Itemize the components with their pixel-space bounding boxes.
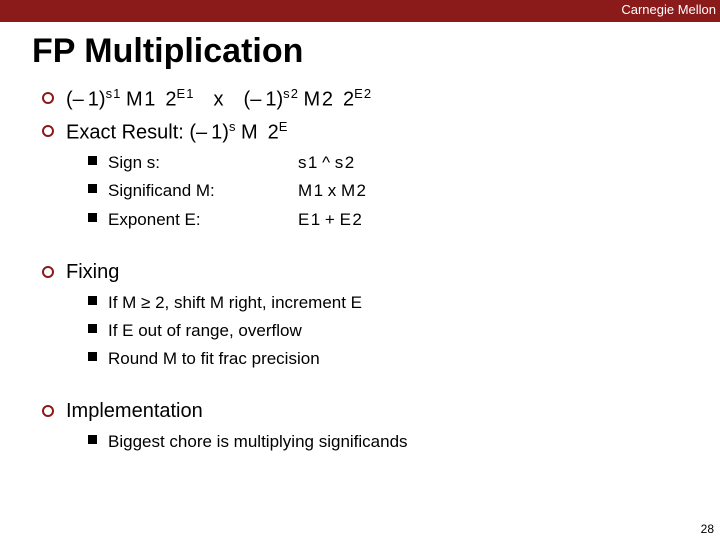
exact-sublist: Sign s: s 1 ^ s 2 Significand M: M 1 x M… (88, 152, 700, 230)
t: s 1 (106, 86, 121, 101)
t: (– 1) (66, 89, 106, 111)
t: E (279, 119, 288, 134)
t: M 1 (120, 89, 165, 111)
t: x (194, 89, 244, 111)
exact-result-line: Exact Result: (– 1)s M 2E (42, 118, 700, 147)
top-bar: Carnegie Mellon (0, 0, 720, 22)
significand-row: Significand M: M 1 x M 2 (88, 180, 700, 202)
significand-label: Significand M: (108, 180, 298, 202)
fixing-sublist: If M ≥ 2, shift M right, increment E If … (88, 292, 700, 370)
t: E 2 (354, 86, 371, 101)
t: M (235, 121, 267, 143)
implementation-sublist: Biggest chore is multiplying significand… (88, 431, 700, 453)
page-number: 28 (701, 522, 714, 536)
brand-text: Carnegie Mellon (621, 2, 716, 17)
fixing-b2: If E out of range, overflow (88, 320, 700, 342)
t: s 2 (283, 86, 298, 101)
slide-title: FP Multiplication (32, 32, 720, 71)
t: E 1 (177, 86, 194, 101)
exponent-row: Exponent E: E 1 + E 2 (88, 209, 700, 231)
t: Exact Result: (– 1) (66, 121, 229, 143)
fixing-title: Fixing (42, 259, 700, 286)
exponent-label: Exponent E: (108, 209, 298, 231)
t: (– 1) (244, 89, 284, 111)
formula-line: (– 1)s 1 M 1 2E 1 x (– 1)s 2 M 2 2E 2 (42, 85, 700, 114)
impl-b1: Biggest chore is multiplying significand… (88, 431, 700, 453)
fixing-b3: Round M to fit frac precision (88, 348, 700, 370)
sign-value: s 1 ^ s 2 (298, 152, 354, 174)
content-area: (– 1)s 1 M 1 2E 1 x (– 1)s 2 M 2 2E 2 Ex… (42, 85, 700, 453)
sign-row: Sign s: s 1 ^ s 2 (88, 152, 700, 174)
t: 2 (268, 121, 279, 143)
fixing-b1: If M ≥ 2, shift M right, increment E (88, 292, 700, 314)
implementation-title: Implementation (42, 398, 700, 425)
t: 2 (165, 89, 176, 111)
exponent-value: E 1 + E 2 (298, 209, 362, 231)
significand-value: M 1 x M 2 (298, 180, 366, 202)
t: 2 (343, 89, 354, 111)
t: M 2 (298, 89, 343, 111)
sign-label: Sign s: (108, 152, 298, 174)
